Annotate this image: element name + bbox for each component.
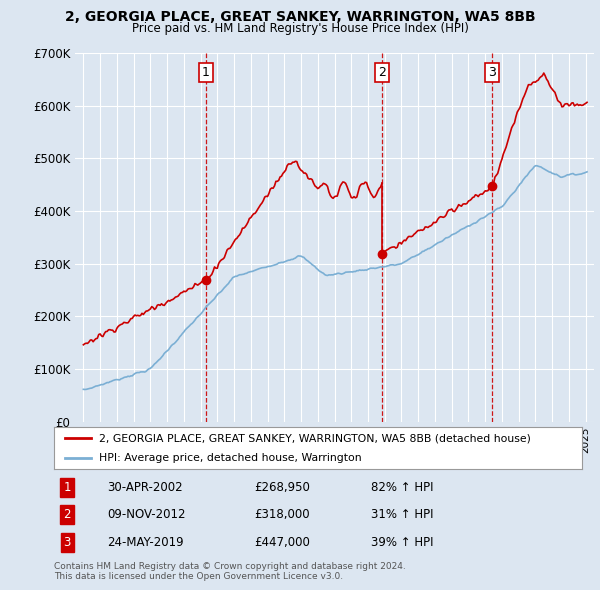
Text: £268,950: £268,950 [254,481,311,494]
Text: 30-APR-2002: 30-APR-2002 [107,481,182,494]
Text: 2, GEORGIA PLACE, GREAT SANKEY, WARRINGTON, WA5 8BB (detached house): 2, GEORGIA PLACE, GREAT SANKEY, WARRINGT… [99,434,531,444]
Text: 2, GEORGIA PLACE, GREAT SANKEY, WARRINGTON, WA5 8BB: 2, GEORGIA PLACE, GREAT SANKEY, WARRINGT… [65,10,535,24]
Text: This data is licensed under the Open Government Licence v3.0.: This data is licensed under the Open Gov… [54,572,343,581]
Text: 31% ↑ HPI: 31% ↑ HPI [371,508,433,522]
Text: 09-NOV-2012: 09-NOV-2012 [107,508,185,522]
Text: 3: 3 [488,66,496,79]
Text: £318,000: £318,000 [254,508,310,522]
Text: 2: 2 [64,508,71,522]
Text: 1: 1 [202,66,210,79]
Text: 3: 3 [64,536,71,549]
Text: 39% ↑ HPI: 39% ↑ HPI [371,536,433,549]
Text: £447,000: £447,000 [254,536,311,549]
Text: Price paid vs. HM Land Registry's House Price Index (HPI): Price paid vs. HM Land Registry's House … [131,22,469,35]
Text: HPI: Average price, detached house, Warrington: HPI: Average price, detached house, Warr… [99,454,362,463]
Text: 24-MAY-2019: 24-MAY-2019 [107,536,184,549]
Text: 1: 1 [64,481,71,494]
Text: 82% ↑ HPI: 82% ↑ HPI [371,481,433,494]
Text: 2: 2 [379,66,386,79]
Text: Contains HM Land Registry data © Crown copyright and database right 2024.: Contains HM Land Registry data © Crown c… [54,562,406,571]
